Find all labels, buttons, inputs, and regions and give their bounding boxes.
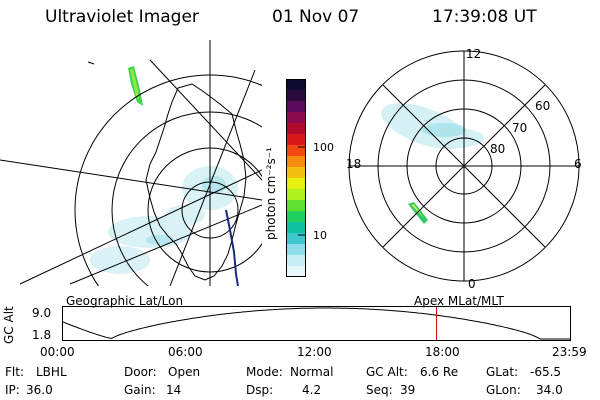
date-label: 01 Nov 07 — [272, 7, 360, 27]
colorbar-stripe — [286, 101, 306, 113]
mlt-label-0: 0 — [468, 277, 476, 291]
x-tick-1800: 18:00 — [425, 345, 460, 359]
colorbar-stripe — [286, 156, 306, 168]
colorbar-stripe — [286, 123, 306, 135]
ip-value: 36.0 — [26, 383, 53, 397]
colorbar-tick-10: 10 — [313, 229, 327, 242]
colorbar-stripe — [286, 145, 306, 157]
colorbar-stripe — [286, 266, 306, 277]
glon-label: GLon: — [486, 383, 521, 397]
polar-mlt-plot — [348, 50, 580, 282]
colorbar-stripe — [286, 167, 306, 179]
altitude-ylabel: GC Alt — [2, 306, 16, 344]
seq-label: Seq: — [366, 383, 393, 397]
dsp-label: Dsp: — [246, 383, 274, 397]
colorbar-stripe — [286, 255, 306, 267]
gc-alt-value: 6.6 Re — [420, 365, 459, 379]
x-tick-1200: 12:00 — [297, 345, 332, 359]
altitude-ymax: 9.0 — [32, 306, 52, 320]
gc-alt-label: GC Alt: — [366, 365, 408, 379]
mode-value: Normal — [290, 365, 334, 379]
colorbar-unit-label: photon cm⁻²s⁻¹ — [264, 147, 278, 240]
colorbar-stripe — [286, 222, 306, 234]
mlt-label-6: 6 — [574, 157, 582, 171]
colorbar-stripe — [286, 112, 306, 124]
glon-value: 34.0 — [536, 383, 563, 397]
colorbar-stripe — [286, 189, 306, 201]
instrument-title: Ultraviolet Imager — [45, 7, 199, 27]
colorbar-stripe — [286, 200, 306, 212]
ip-label: IP: — [5, 383, 20, 397]
filter-label: Flt: — [5, 365, 24, 379]
lat-label-70: 70 — [512, 121, 528, 135]
mlt-label-12: 12 — [466, 47, 482, 61]
dsp-value: 4.2 — [302, 383, 322, 397]
colorbar-stripe — [286, 178, 306, 190]
colorbar-stripe — [286, 134, 306, 146]
gain-value: 14 — [166, 383, 182, 397]
door-label: Door: — [124, 365, 157, 379]
colorbar — [286, 79, 306, 277]
colorbar-stripe — [286, 233, 306, 245]
altitude-plot — [62, 306, 571, 341]
glat-value: -65.5 — [530, 365, 562, 379]
lat-label-80: 80 — [490, 142, 506, 156]
lat-label-60: 60 — [535, 99, 551, 113]
seq-value: 39 — [400, 383, 416, 397]
geographic-map — [0, 40, 262, 286]
apex-map-title: Apex MLat/MLT — [414, 294, 504, 308]
geographic-map-title: Geographic Lat/Lon — [66, 294, 184, 308]
gain-label: Gain: — [124, 383, 156, 397]
x-tick-0000: 00:00 — [40, 345, 75, 359]
door-value: Open — [168, 365, 201, 379]
colorbar-stripe — [286, 244, 306, 256]
filter-value: LBHL — [36, 365, 67, 379]
time-label: 17:39:08 UT — [432, 7, 537, 27]
mlt-label-18: 18 — [346, 157, 362, 171]
x-tick-2359: 23:59 — [552, 345, 587, 359]
x-tick-0600: 06:00 — [168, 345, 203, 359]
colorbar-stripe — [286, 90, 306, 102]
colorbar-tick-100: 100 — [313, 141, 334, 154]
altitude-ymin: 1.8 — [32, 328, 52, 342]
glat-label: GLat: — [486, 365, 519, 379]
colorbar-stripe — [286, 79, 306, 91]
mode-label: Mode: — [246, 365, 283, 379]
colorbar-stripe — [286, 211, 306, 223]
